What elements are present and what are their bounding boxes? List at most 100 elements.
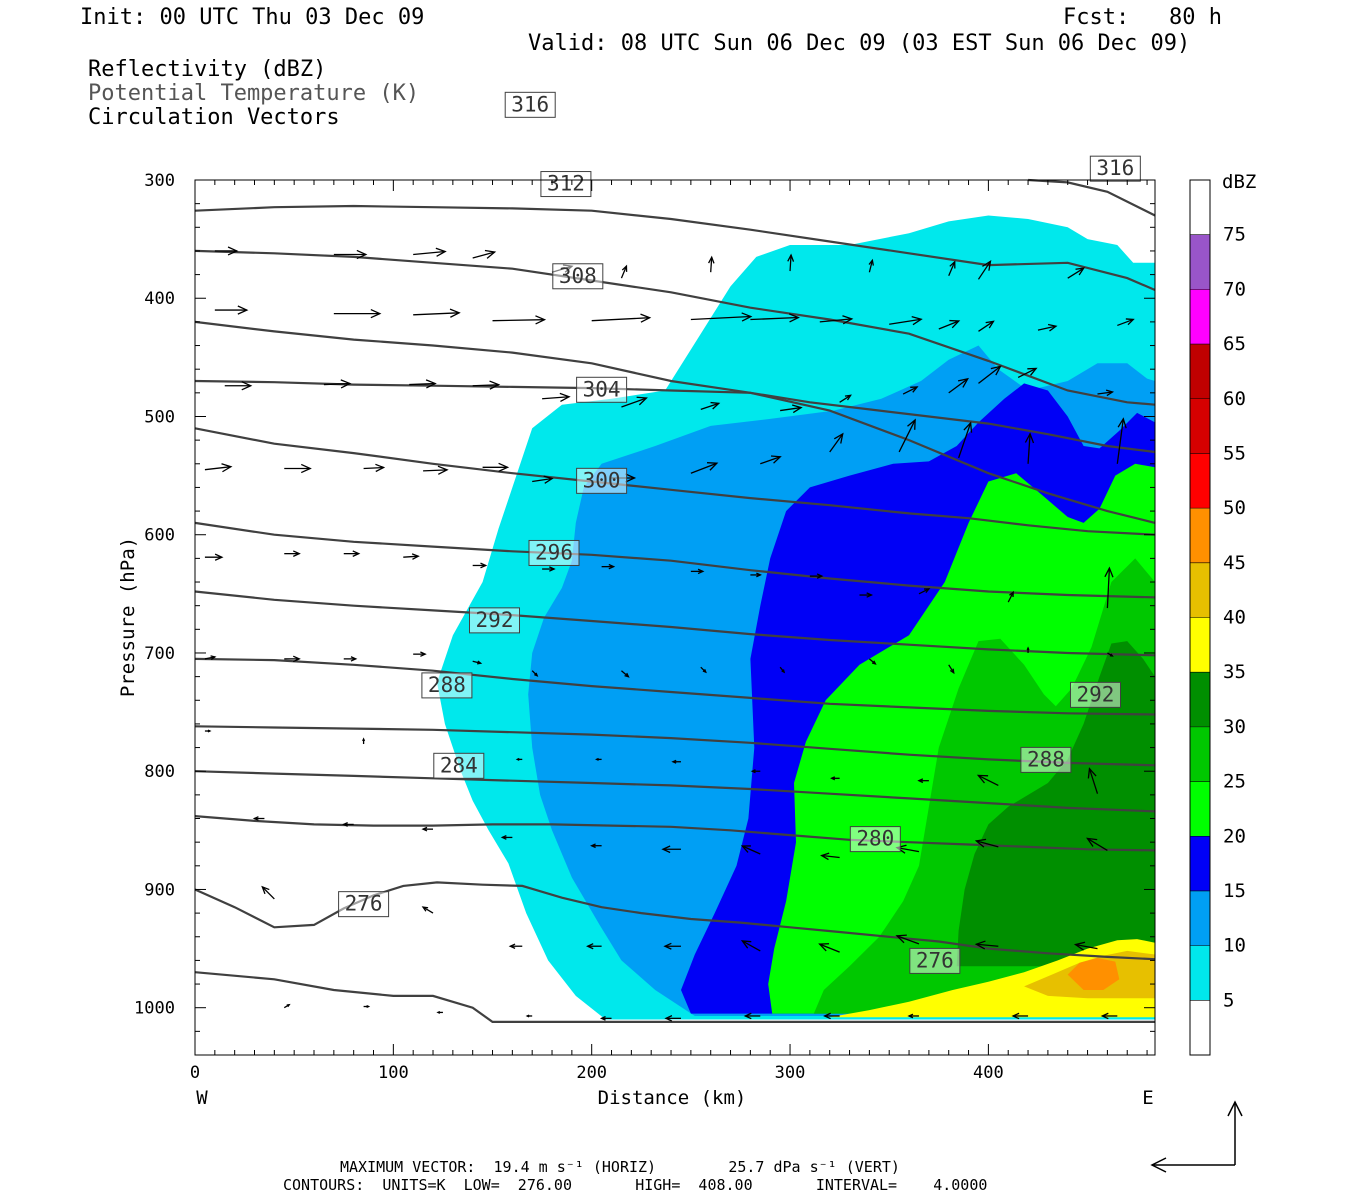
circulation-vector xyxy=(820,852,840,861)
circulation-vector xyxy=(974,838,999,848)
circulation-vector xyxy=(1073,941,1098,951)
circulation-vector xyxy=(1107,652,1114,657)
field-reflectivity: Reflectivity (dBZ) xyxy=(88,57,327,82)
svg-text:284: 284 xyxy=(440,753,478,777)
colorbar-level-label: 10 xyxy=(1223,935,1246,957)
circulation-vector xyxy=(436,1010,443,1014)
colorbar-swatch xyxy=(1190,1000,1210,1055)
circulation-vector xyxy=(750,313,800,323)
circulation-vector xyxy=(591,313,652,323)
circulation-vector xyxy=(343,656,358,662)
circulation-vector xyxy=(859,592,874,598)
y-tick-label: 300 xyxy=(144,171,175,191)
svg-text:312: 312 xyxy=(547,172,585,196)
colorbar-swatch xyxy=(1190,289,1210,345)
circulation-vector xyxy=(1037,323,1058,332)
y-tick-label: 700 xyxy=(144,644,175,664)
svg-text:276: 276 xyxy=(916,948,954,972)
colorbar-unit: dBZ xyxy=(1222,171,1256,193)
reflectivity-region-30dbz xyxy=(956,641,1155,967)
colorbar: 5 10 15 20 25 30 35 40 45 50 55 60 65 70 75 xyxy=(1189,179,1246,1056)
circulation-vector xyxy=(750,769,761,774)
colorbar-swatch xyxy=(1190,726,1210,782)
maximum-vector-note: MAXIMUM VECTOR: 19.4 m s⁻¹ (HORIZ) 25.7 … xyxy=(340,1158,900,1176)
circulation-vector xyxy=(500,835,513,840)
svg-text:304: 304 xyxy=(583,377,621,401)
circulation-vector xyxy=(586,943,602,950)
svg-text:316: 316 xyxy=(511,92,549,116)
theta-contour-308 xyxy=(194,379,1156,524)
y-tick-label: 1000 xyxy=(134,999,175,1019)
svg-text:296: 296 xyxy=(535,540,573,564)
circulation-vector xyxy=(363,1005,371,1009)
colorbar-swatch xyxy=(1190,398,1210,454)
contour-label-316: 316 xyxy=(504,91,556,118)
y-tick-label: 400 xyxy=(144,289,175,309)
y-tick-label: 500 xyxy=(144,407,175,427)
circulation-vector xyxy=(779,666,786,674)
circulation-vector xyxy=(948,260,956,277)
reflectivity-region-45dbz xyxy=(1067,958,1120,990)
circulation-vector xyxy=(342,822,354,827)
circulation-vector xyxy=(343,550,361,557)
circulation-vector xyxy=(918,588,931,595)
circulation-vector xyxy=(542,392,571,403)
circulation-vector xyxy=(363,463,386,473)
circulation-vector xyxy=(1086,837,1108,851)
circulation-vector xyxy=(1117,318,1135,327)
circulation-vector xyxy=(284,550,301,557)
svg-text:292: 292 xyxy=(476,608,514,632)
circulation-vector xyxy=(1116,417,1127,464)
svg-text:308: 308 xyxy=(559,264,597,288)
colorbar-level-label: 70 xyxy=(1223,278,1246,300)
circulation-vector xyxy=(902,386,919,395)
circulation-vector xyxy=(1100,1012,1118,1020)
colorbar-level-label: 15 xyxy=(1223,880,1246,902)
circulation-vector xyxy=(868,658,877,665)
circulation-vector xyxy=(621,670,630,678)
circulation-vector xyxy=(818,943,840,953)
init-time: Init: 00 UTC Thu 03 Dec 09 xyxy=(80,5,425,30)
contour-label-288: 288 xyxy=(421,672,473,699)
circulation-vector xyxy=(889,316,923,326)
circulation-vector xyxy=(977,260,992,280)
theta-contour-312 xyxy=(194,320,1156,454)
svg-text:288: 288 xyxy=(428,673,466,697)
field-potential-temperature: Potential Temperature (K) xyxy=(88,81,420,106)
contour-label-316: 316 xyxy=(1089,155,1141,182)
circulation-vector xyxy=(661,845,681,854)
theta-contour-304 xyxy=(194,427,1156,536)
colorbar-swatch xyxy=(1190,562,1210,618)
circulation-vector xyxy=(532,475,554,484)
theta-contour-300 xyxy=(194,521,1156,599)
contour-label-308: 308 xyxy=(552,263,604,290)
circulation-vector xyxy=(690,568,705,575)
colorbar-level-label: 30 xyxy=(1223,716,1246,738)
colorbar-swatch xyxy=(1190,508,1210,563)
circulation-vector xyxy=(214,305,249,315)
y-tick-label: 600 xyxy=(144,526,175,546)
x-tick-label: 100 xyxy=(378,1063,409,1083)
circulation-vector xyxy=(284,463,312,474)
circulation-vector xyxy=(333,308,382,319)
circulation-vector xyxy=(204,729,212,733)
theta-contour-296 xyxy=(194,590,1156,657)
circulation-vector xyxy=(403,553,420,560)
circulation-vector xyxy=(472,562,488,569)
circulation-vector xyxy=(823,1012,840,1020)
circulation-vector xyxy=(508,943,523,949)
reflectivity-region-35dbz xyxy=(829,939,1155,1018)
circulation-vector xyxy=(958,421,973,459)
theta-contour-unlabeled-11 xyxy=(194,204,1156,292)
svg-text:316: 316 xyxy=(1096,156,1134,180)
contour-label-300: 300 xyxy=(576,467,628,494)
circulation-vector xyxy=(283,1003,291,1009)
circulation-vector xyxy=(204,553,224,561)
circulation-vector xyxy=(690,312,753,322)
theta-contour-292 xyxy=(194,657,1156,716)
circulation-vector xyxy=(421,906,434,914)
circulation-vector xyxy=(750,572,762,578)
x-axis-title: Distance (km) xyxy=(598,1087,747,1109)
circulation-vector xyxy=(978,320,995,332)
colorbar-level-label: 55 xyxy=(1223,442,1246,464)
